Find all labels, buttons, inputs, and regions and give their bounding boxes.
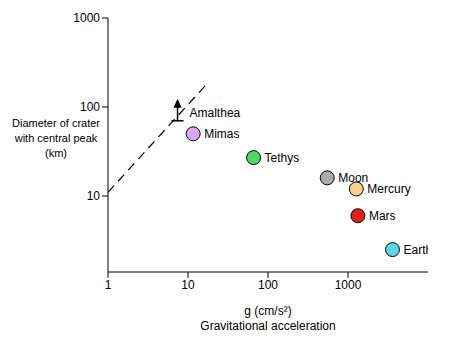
svg-text:Mercury: Mercury bbox=[367, 182, 410, 196]
html-text:Diameter of crater: Diameter of crater bbox=[12, 117, 100, 129]
html-text:with central peak: with central peak bbox=[14, 132, 98, 144]
svg-text:1: 1 bbox=[105, 278, 112, 292]
svg-text:Mars: Mars bbox=[369, 209, 396, 223]
svg-text:1000: 1000 bbox=[73, 11, 100, 25]
svg-text:Earth: Earth bbox=[404, 243, 428, 257]
html-text:(km): (km) bbox=[45, 147, 67, 159]
svg-text:100: 100 bbox=[258, 278, 278, 292]
svg-text:10: 10 bbox=[87, 189, 101, 203]
svg-text:10: 10 bbox=[181, 278, 195, 292]
svg-text:Tethys: Tethys bbox=[265, 151, 300, 165]
svg-text:1000: 1000 bbox=[335, 278, 362, 292]
svg-text:Amalthea: Amalthea bbox=[190, 106, 241, 120]
svg-text:Moon: Moon bbox=[338, 170, 369, 185]
html-text:Gravitational acceleration: Gravitational acceleration bbox=[200, 319, 336, 333]
svg-text:100: 100 bbox=[80, 100, 100, 114]
svg-text:Mimas: Mimas bbox=[204, 127, 239, 141]
html-text:g (cm/s²): g (cm/s²) bbox=[244, 304, 292, 318]
